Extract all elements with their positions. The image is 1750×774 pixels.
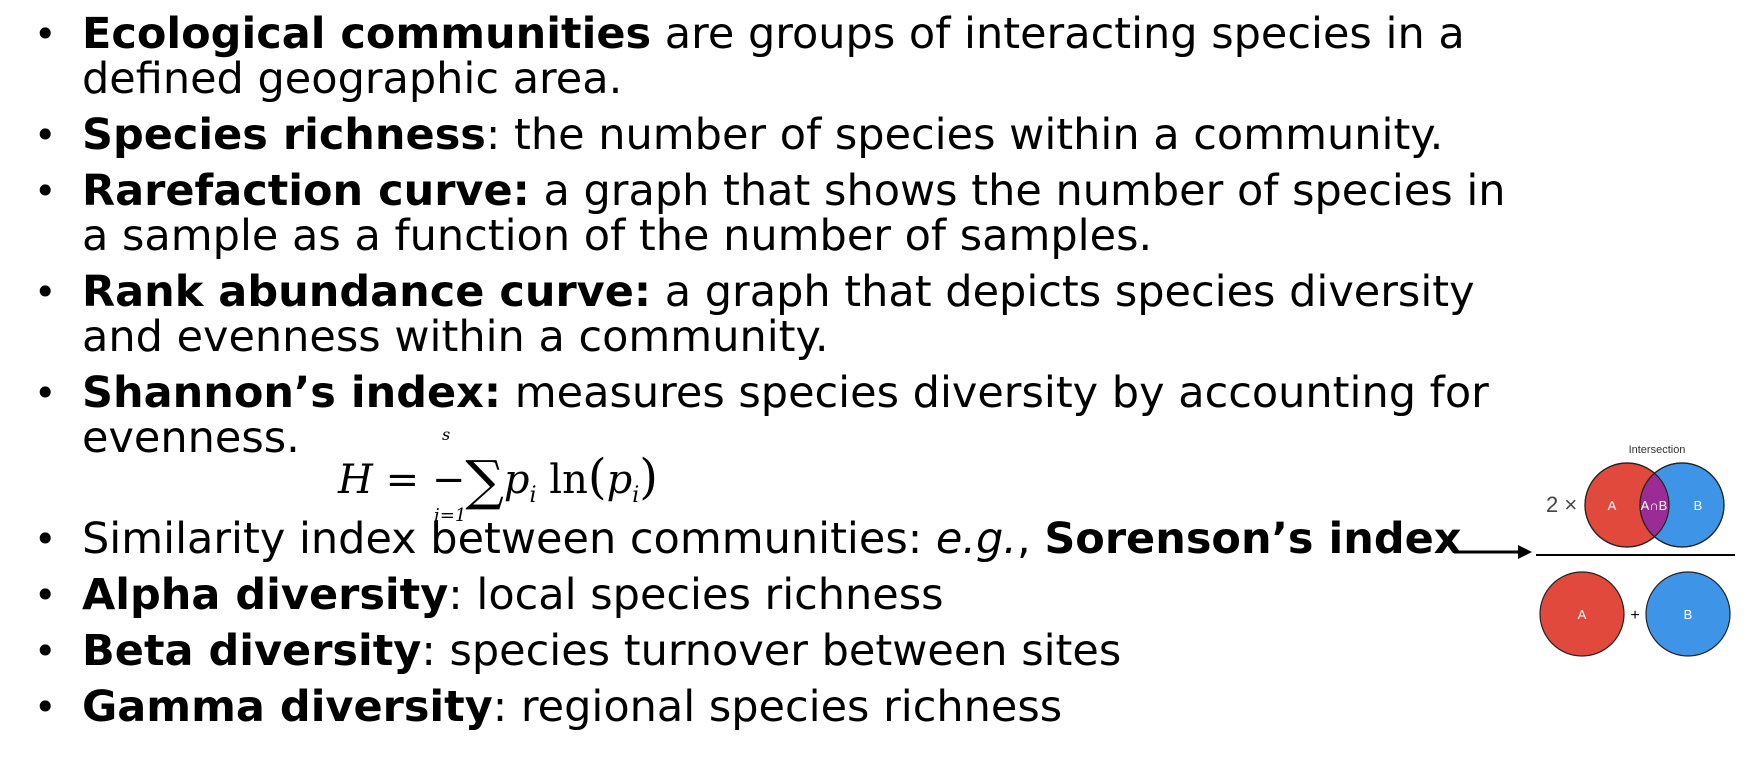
- bullet-shannons-index: • Shannon’s index: measures species dive…: [34, 371, 1514, 461]
- label-a-top: A: [1608, 498, 1617, 513]
- bullet-rarefaction-curve: • Rarefaction curve: a graph that shows …: [34, 169, 1514, 259]
- label-b-bottom: B: [1684, 607, 1693, 622]
- definition: : species turnover between sites: [421, 626, 1122, 676]
- term: Gamma diversity: [82, 682, 493, 732]
- circle-a-bottom: [1539, 571, 1625, 657]
- bullet-ecological-communities: • Ecological communities are groups of i…: [34, 12, 1514, 102]
- formula-ln: ln: [549, 457, 588, 503]
- term: Beta diversity: [82, 626, 422, 676]
- term: Alpha diversity: [82, 570, 449, 620]
- term: Rarefaction curve:: [82, 166, 530, 216]
- formula-sub-i: i: [529, 483, 537, 508]
- term: Rank abundance curve:: [82, 267, 652, 317]
- formula-p: p: [503, 457, 530, 503]
- definition-continued: defined geographic area.: [82, 54, 623, 104]
- definition-continued: evenness.: [82, 413, 300, 463]
- bullet-marker: •: [34, 113, 57, 157]
- multiplier-label: 2 ×: [1546, 492, 1577, 517]
- shannon-formula: s H = −∑pi ln(pi) i=1: [338, 425, 658, 526]
- bullet-marker: •: [34, 573, 57, 617]
- definition: a graph that shows the number of species…: [529, 166, 1506, 216]
- term: Species richness: [82, 110, 486, 160]
- term: Shannon’s index:: [82, 368, 502, 418]
- formula-sub-i2: i: [632, 483, 640, 508]
- formula-p2: p: [606, 457, 633, 503]
- bullet-marker: •: [34, 629, 57, 673]
- eg-italic: e.g.: [935, 514, 1017, 564]
- sum-lower-limit: i=1: [434, 505, 467, 526]
- intersection-label: Intersection: [1629, 444, 1686, 456]
- bullet-beta-diversity: • Beta diversity: species turnover betwe…: [34, 629, 1514, 674]
- comma: ,: [1016, 514, 1045, 564]
- bullet-marker: •: [34, 517, 57, 561]
- formula-open-paren: (: [587, 449, 607, 505]
- intersection-region: [1640, 463, 1669, 547]
- term: Ecological communities: [82, 9, 652, 59]
- term: Sorenson’s index: [1044, 514, 1462, 564]
- sigma-symbol: ∑: [465, 449, 504, 512]
- sum-upper-limit: s: [442, 425, 451, 444]
- definition: : the number of species within a communi…: [485, 110, 1444, 160]
- formula-lhs: H: [338, 457, 373, 503]
- definition-continued: and evenness within a community.: [82, 312, 829, 362]
- bullet-marker: •: [34, 270, 57, 314]
- bullet-marker: •: [34, 169, 57, 213]
- bullet-gamma-diversity: • Gamma diversity: regional species rich…: [34, 685, 1514, 730]
- bullet-similarity-index: • Similarity index between communities: …: [34, 517, 1514, 562]
- bullet-marker: •: [34, 371, 57, 415]
- circle-b-bottom: [1645, 571, 1731, 657]
- label-b-top: B: [1694, 498, 1703, 513]
- definition: : local species richness: [448, 570, 944, 620]
- formula-main: H = −∑pi ln(pi): [338, 443, 658, 512]
- definition: : regional species richness: [492, 682, 1063, 732]
- formula-equals-minus: = −: [372, 457, 466, 503]
- label-ab: A∩B: [1641, 498, 1668, 513]
- bullet-marker: •: [34, 685, 57, 729]
- bullet-marker: •: [34, 12, 57, 56]
- arrow-icon: [1454, 545, 1532, 559]
- plus-sign: +: [1630, 607, 1639, 624]
- bullet-list: • Ecological communities are groups of i…: [34, 12, 1514, 741]
- formula-close-paren: ): [639, 449, 658, 505]
- similarity-prefix: Similarity index between communities:: [82, 514, 936, 564]
- definition: a graph that depicts species diversity: [651, 267, 1475, 317]
- definition: measures species diversity by accounting…: [501, 368, 1489, 418]
- sorensen-venn-diagram: Intersection 2 × A A∩B B A + B: [1536, 444, 1735, 657]
- bullet-alpha-diversity: • Alpha diversity: local species richnes…: [34, 573, 1514, 618]
- bullet-rank-abundance-curve: • Rank abundance curve: a graph that dep…: [34, 270, 1514, 360]
- bullet-species-richness: • Species richness: the number of specie…: [34, 113, 1514, 158]
- definition-continued: a sample as a function of the number of …: [82, 211, 1153, 261]
- definition: are groups of interacting species in a: [651, 9, 1465, 59]
- label-a-bottom: A: [1578, 607, 1587, 622]
